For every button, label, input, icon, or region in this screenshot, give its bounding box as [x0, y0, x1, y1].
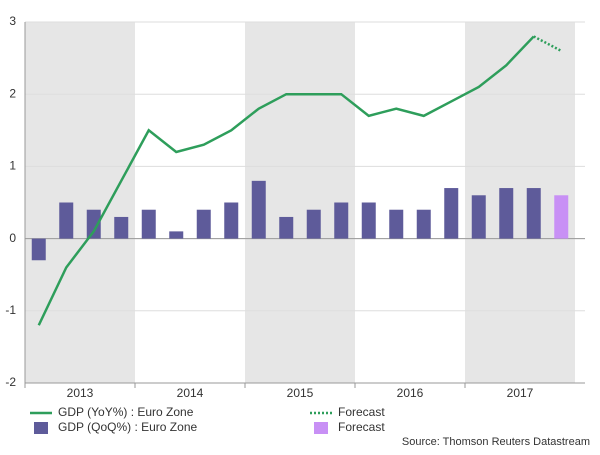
x-tick-label: 2014 [177, 386, 204, 400]
bar [114, 216, 129, 239]
bar [444, 188, 459, 239]
legend-label: GDP (YoY%) : Euro Zone [58, 405, 194, 419]
x-tick-label: 2016 [397, 386, 424, 400]
bar [141, 209, 156, 239]
bar [251, 180, 266, 239]
x-tick-label: 2015 [287, 386, 314, 400]
y-tick-label: 3 [9, 14, 16, 28]
bar [86, 209, 101, 239]
x-tick-label: 2013 [67, 386, 94, 400]
bar [526, 188, 541, 239]
bar [499, 188, 514, 239]
y-tick-label: 0 [9, 231, 16, 245]
legend-swatch [34, 422, 48, 434]
bar [31, 238, 46, 261]
bar [59, 202, 74, 239]
bar [361, 202, 376, 239]
line-series [533, 35, 562, 52]
bar [279, 216, 294, 239]
legend-label: Forecast [338, 405, 385, 419]
x-tick-label: 2017 [507, 386, 534, 400]
bar [416, 209, 431, 239]
legend-label: GDP (QoQ%) : Euro Zone [58, 420, 197, 434]
y-tick-label: -2 [5, 375, 16, 389]
bar [389, 209, 404, 239]
source: Source: Thomson Reuters Datastream [402, 436, 590, 448]
y-tick-label: -1 [5, 303, 16, 317]
bar [334, 202, 349, 239]
bar [306, 209, 321, 239]
bar [224, 202, 239, 239]
bar [554, 195, 569, 239]
bar [471, 195, 486, 239]
y-tick-label: 1 [9, 159, 16, 173]
bar [169, 231, 184, 239]
legend-swatch [314, 422, 328, 434]
y-tick-label: 2 [9, 86, 16, 100]
legend-label: Forecast [338, 420, 385, 434]
bar [196, 209, 211, 239]
line-series [37, 35, 535, 326]
